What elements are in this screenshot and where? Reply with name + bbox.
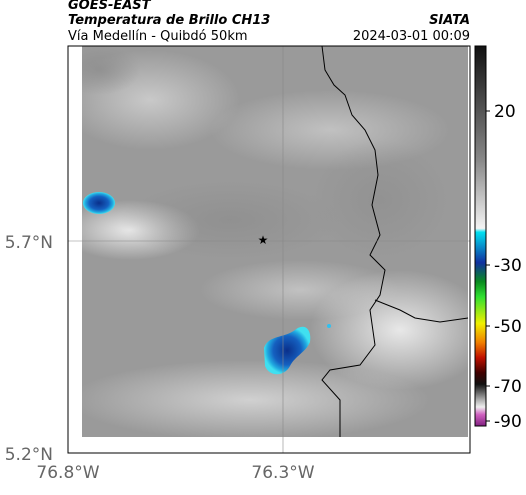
source: SIATA xyxy=(429,13,470,28)
lat-label: 5.2°N xyxy=(5,445,53,465)
lon-label: 76.8°W xyxy=(36,463,99,483)
colorbar-tick-label: -90 xyxy=(494,412,522,432)
lat-label: 5.7°N xyxy=(5,233,53,253)
colorbar-tick-label: 20 xyxy=(494,102,516,122)
product: GOES-EAST xyxy=(68,0,152,13)
colorbar-tick-label: -70 xyxy=(494,377,522,397)
lon-label: 76.3°W xyxy=(251,463,314,483)
colorbar-tick-label: -30 xyxy=(494,256,522,276)
border xyxy=(374,299,469,323)
subtitle: Vía Medellín - Quibdó 50km xyxy=(68,29,248,44)
colorbar-tick-label: -50 xyxy=(494,317,522,337)
colorbar-ticks: 20 -30 -50 -70 -90 xyxy=(486,102,522,432)
title: Temperatura de Brillo CH13 xyxy=(68,13,270,28)
timestamp: 2024-03-01 00:09 xyxy=(353,29,470,44)
border xyxy=(321,45,386,437)
colorbar xyxy=(474,45,487,427)
satellite-image xyxy=(82,46,468,437)
location-marker: ★ xyxy=(258,233,269,247)
map-frame xyxy=(67,45,471,454)
